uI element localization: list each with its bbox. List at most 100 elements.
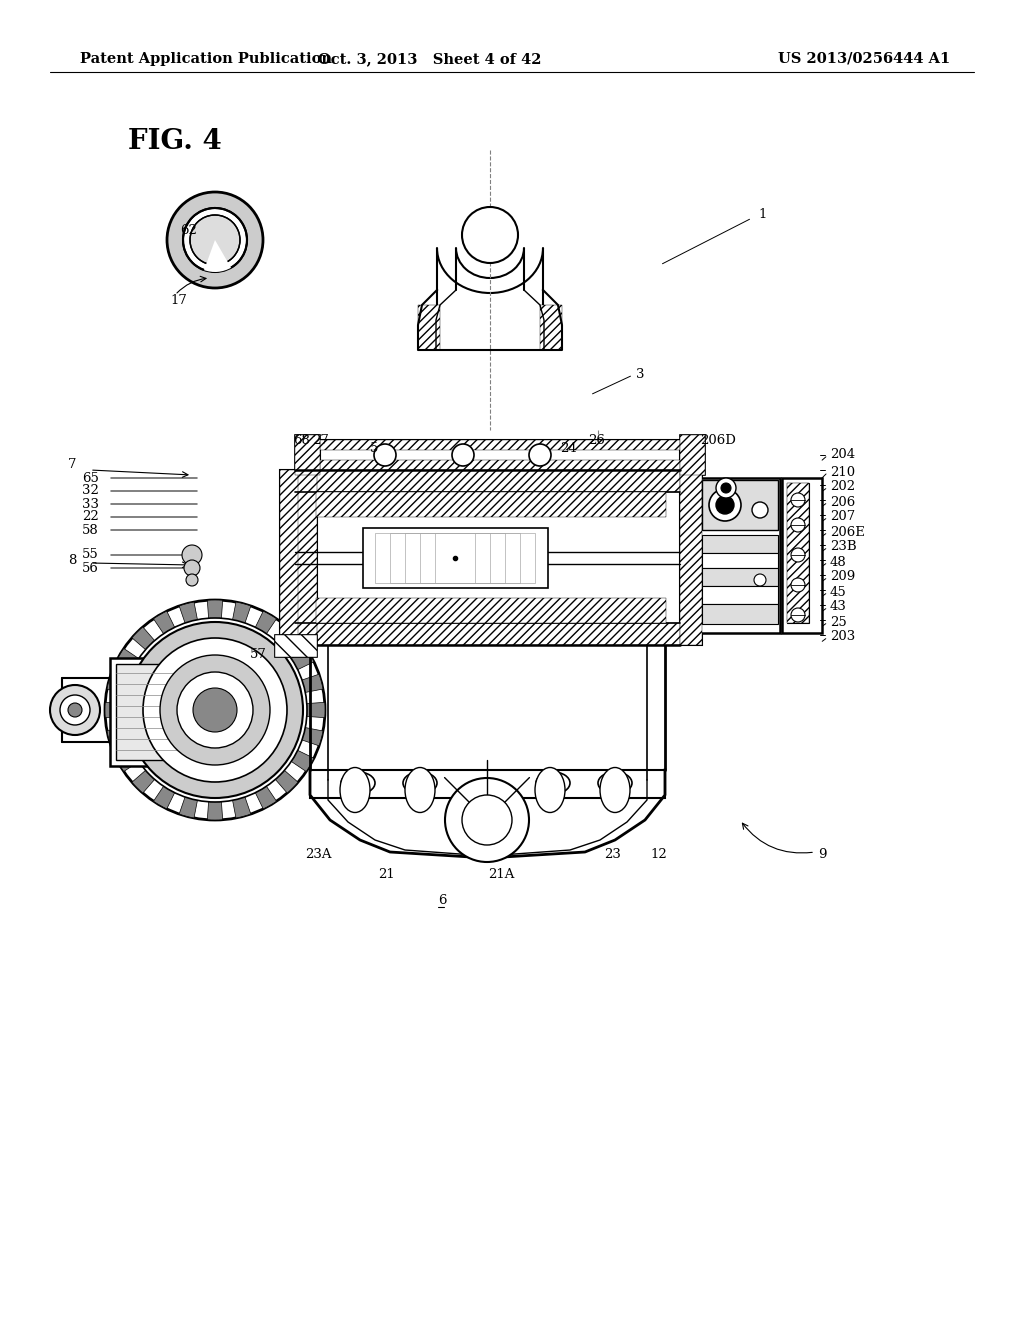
Text: 21: 21 <box>378 869 394 882</box>
Bar <box>319 459 680 470</box>
Circle shape <box>752 502 768 517</box>
Circle shape <box>709 488 741 521</box>
Text: 25: 25 <box>830 615 847 628</box>
Wedge shape <box>132 627 215 710</box>
Text: 207: 207 <box>830 511 855 524</box>
Circle shape <box>160 655 270 766</box>
Ellipse shape <box>598 772 632 795</box>
Bar <box>295 436 319 475</box>
Wedge shape <box>204 240 231 272</box>
Bar <box>295 470 680 492</box>
Text: 210: 210 <box>830 466 855 479</box>
Text: Patent Application Publication: Patent Application Publication <box>80 51 332 66</box>
Text: US 2013/0256444 A1: US 2013/0256444 A1 <box>778 51 950 66</box>
Text: 9: 9 <box>818 849 826 862</box>
Bar <box>702 605 778 624</box>
Circle shape <box>716 478 736 498</box>
Text: 58: 58 <box>82 524 98 536</box>
Ellipse shape <box>535 767 565 813</box>
Circle shape <box>143 638 287 781</box>
Bar <box>295 436 319 475</box>
Text: 204: 204 <box>830 449 855 462</box>
Circle shape <box>123 618 307 803</box>
Bar <box>702 568 778 586</box>
Bar <box>319 440 680 470</box>
Circle shape <box>462 795 512 845</box>
Bar <box>782 478 822 634</box>
Ellipse shape <box>600 767 630 813</box>
Bar <box>275 635 317 657</box>
Text: 12: 12 <box>650 849 667 862</box>
Text: 1: 1 <box>758 209 766 222</box>
Bar <box>316 492 666 517</box>
Circle shape <box>193 688 237 733</box>
Text: 206: 206 <box>830 495 855 508</box>
Text: 202: 202 <box>830 480 855 494</box>
Bar <box>319 440 680 450</box>
Text: 7: 7 <box>68 458 77 471</box>
Bar <box>700 478 780 634</box>
Text: 209: 209 <box>830 570 855 583</box>
Text: FIG. 4: FIG. 4 <box>128 128 222 154</box>
Bar <box>295 623 680 645</box>
Circle shape <box>186 574 198 586</box>
Bar <box>702 480 778 531</box>
Bar <box>280 470 298 645</box>
Bar <box>280 470 298 645</box>
Bar <box>390 533 520 583</box>
Ellipse shape <box>406 767 435 813</box>
Text: 6: 6 <box>438 894 446 907</box>
Bar <box>295 470 317 645</box>
Circle shape <box>68 704 82 717</box>
Bar <box>787 483 809 623</box>
Circle shape <box>716 496 734 513</box>
Wedge shape <box>215 710 314 771</box>
Bar <box>702 586 778 605</box>
Wedge shape <box>215 710 251 818</box>
Wedge shape <box>116 648 215 710</box>
Bar <box>375 533 535 583</box>
Ellipse shape <box>341 772 375 795</box>
Circle shape <box>183 209 247 272</box>
Text: 33: 33 <box>82 498 99 511</box>
Circle shape <box>452 444 474 466</box>
Text: 62: 62 <box>180 223 197 236</box>
Circle shape <box>167 191 263 288</box>
Text: 206D: 206D <box>700 433 736 446</box>
Bar <box>295 470 317 645</box>
Text: 8: 8 <box>68 553 77 566</box>
Text: 203: 203 <box>830 631 855 644</box>
Text: 27: 27 <box>312 433 329 446</box>
Text: 55: 55 <box>82 549 98 561</box>
Bar <box>680 470 702 645</box>
Bar <box>420 533 490 583</box>
Text: 17: 17 <box>170 293 186 306</box>
Circle shape <box>529 444 551 466</box>
Text: 48: 48 <box>830 556 847 569</box>
Ellipse shape <box>536 772 570 795</box>
Bar <box>435 533 475 583</box>
Circle shape <box>791 517 805 532</box>
Bar <box>680 436 705 475</box>
Text: 22: 22 <box>82 511 98 524</box>
Text: 26: 26 <box>588 433 605 446</box>
Bar <box>116 664 186 760</box>
Text: 21A: 21A <box>488 869 514 882</box>
Circle shape <box>462 207 518 263</box>
Circle shape <box>754 574 766 586</box>
Wedge shape <box>215 710 323 746</box>
Bar <box>680 470 702 645</box>
Circle shape <box>127 622 303 799</box>
Circle shape <box>445 777 529 862</box>
Wedge shape <box>108 675 215 710</box>
Text: 57: 57 <box>250 648 267 661</box>
Text: 65: 65 <box>82 471 99 484</box>
Wedge shape <box>207 710 222 820</box>
Text: 23B: 23B <box>830 540 857 553</box>
Bar <box>680 436 705 475</box>
Wedge shape <box>108 710 215 746</box>
Circle shape <box>374 444 396 466</box>
Text: 23: 23 <box>604 849 621 862</box>
Bar <box>540 305 562 350</box>
Circle shape <box>184 560 200 576</box>
